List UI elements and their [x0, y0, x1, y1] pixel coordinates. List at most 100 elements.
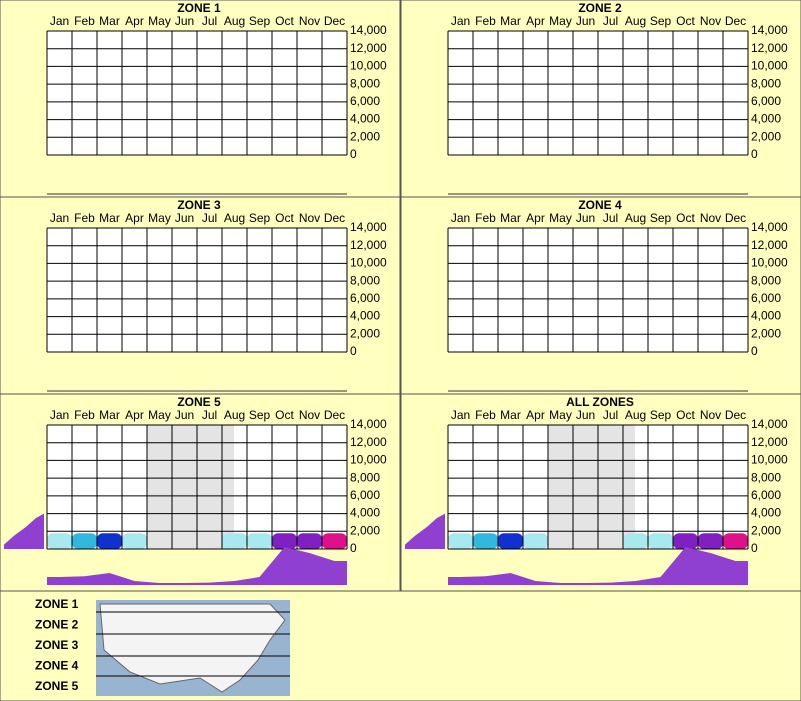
- y-tick-label: 6,000: [350, 94, 380, 108]
- x-tick-label: Aug: [625, 14, 646, 28]
- x-tick-label: Feb: [475, 211, 496, 225]
- x-tick-label: Mar: [500, 408, 521, 422]
- zone-label: ZONE 5: [35, 679, 79, 693]
- y-tick-label: 14,000: [751, 23, 788, 37]
- x-tick-label: Dec: [324, 14, 345, 28]
- y-tick-label: 6,000: [751, 488, 781, 502]
- x-tick-label: May: [148, 211, 171, 225]
- y-tick-label: 8,000: [350, 470, 380, 484]
- x-tick-label: Apr: [125, 211, 144, 225]
- x-tick-label: Sep: [650, 211, 672, 225]
- x-tick-label: Jun: [576, 408, 595, 422]
- y-tick-label: 10,000: [350, 453, 387, 467]
- zone-label: ZONE 1: [35, 597, 79, 611]
- x-tick-label: Oct: [275, 211, 294, 225]
- heat-cell: [648, 533, 673, 549]
- y-tick-label: 0: [350, 147, 357, 161]
- heat-cell: [222, 533, 247, 549]
- y-tick-label: 6,000: [751, 94, 781, 108]
- y-tick-label: 6,000: [350, 291, 380, 305]
- x-tick-label: Aug: [224, 408, 245, 422]
- x-tick-label: Aug: [224, 14, 245, 28]
- y-tick-label: 12,000: [751, 435, 788, 449]
- y-tick-label: 2,000: [751, 129, 781, 143]
- y-tick-label: 2,000: [751, 326, 781, 340]
- x-tick-label: Oct: [275, 14, 294, 28]
- elevation-profile: [405, 513, 445, 549]
- chart-title: ZONE 3: [177, 198, 221, 212]
- heat-cell: [97, 533, 122, 549]
- chart-title: ZONE 5: [177, 395, 221, 409]
- panel: ZONE 1 0 2,000 4,000 6,000 8,000 10,000 12,000 1…: [0, 0, 401, 198]
- y-tick-label: 0: [350, 344, 357, 358]
- y-tick-label: 4,000: [350, 506, 380, 520]
- x-tick-label: May: [549, 211, 572, 225]
- y-tick-label: 2,000: [350, 129, 380, 143]
- x-tick-label: Mar: [500, 14, 521, 28]
- y-tick-label: 10,000: [751, 453, 788, 467]
- heat-cell: [247, 533, 272, 549]
- y-tick-label: 12,000: [751, 238, 788, 252]
- x-tick-label: Jan: [451, 408, 470, 422]
- panel: ALL ZONES 0 2,000 4,000 6,000 8,000 10,000 12,0…: [400, 393, 801, 592]
- x-tick-label: Sep: [650, 408, 672, 422]
- y-tick-label: 4,000: [751, 506, 781, 520]
- panel: ZONE 4 0 2,000 4,000 6,000 8,000 10,000 12,000 1…: [400, 196, 801, 395]
- map-land: [99, 603, 286, 693]
- y-tick-label: 10,000: [350, 59, 387, 73]
- x-tick-label: Nov: [299, 408, 320, 422]
- y-tick-label: 12,000: [751, 41, 788, 55]
- y-tick-label: 4,000: [350, 112, 380, 126]
- y-tick-label: 0: [751, 541, 758, 555]
- y-tick-label: 10,000: [751, 256, 788, 270]
- no-data-band: [147, 425, 172, 549]
- heat-cell: [297, 533, 322, 549]
- x-tick-label: Jun: [576, 211, 595, 225]
- y-tick-label: 6,000: [350, 488, 380, 502]
- x-tick-label: Jul: [603, 14, 618, 28]
- x-tick-label: Oct: [676, 408, 695, 422]
- x-tick-label: Oct: [676, 211, 695, 225]
- heat-cell: [47, 533, 72, 549]
- x-tick-label: Dec: [725, 14, 746, 28]
- panel: ZONE 2 0 2,000 4,000 6,000 8,000 10,000 12,000 1…: [400, 0, 801, 198]
- y-tick-label: 14,000: [350, 220, 387, 234]
- month-profile: [47, 547, 347, 585]
- y-tick-label: 14,000: [751, 220, 788, 234]
- y-tick-label: 8,000: [751, 470, 781, 484]
- heat-cell: [523, 533, 548, 549]
- x-tick-label: Feb: [74, 211, 95, 225]
- y-tick-label: 8,000: [751, 273, 781, 287]
- chart-title: ZONE 1: [177, 1, 221, 15]
- x-tick-label: Sep: [650, 14, 672, 28]
- y-tick-label: 12,000: [350, 435, 387, 449]
- heat-cell: [673, 533, 698, 549]
- heat-cell: [723, 533, 748, 549]
- chart-title: ZONE 4: [578, 198, 622, 212]
- y-tick-label: 10,000: [350, 256, 387, 270]
- x-tick-label: Sep: [249, 14, 271, 28]
- x-tick-label: Jun: [175, 14, 194, 28]
- x-tick-label: Aug: [625, 211, 646, 225]
- heat-cell: [698, 533, 723, 549]
- map: [96, 600, 290, 696]
- x-tick-label: Apr: [526, 408, 545, 422]
- x-tick-label: Jul: [202, 14, 217, 28]
- x-tick-label: Nov: [700, 14, 721, 28]
- panel: ZONE 3 0 2,000 4,000 6,000 8,000 10,000 12,000 1…: [0, 196, 401, 395]
- chart-title: ALL ZONES: [566, 395, 634, 409]
- heat-cell: [122, 533, 147, 549]
- no-data-band: [548, 425, 573, 549]
- y-tick-label: 10,000: [751, 59, 788, 73]
- y-tick-label: 0: [751, 147, 758, 161]
- x-tick-label: Mar: [500, 211, 521, 225]
- x-tick-label: Mar: [99, 408, 120, 422]
- x-tick-label: Aug: [224, 211, 245, 225]
- x-tick-label: Jun: [175, 408, 194, 422]
- zone-label: ZONE 2: [35, 618, 79, 632]
- x-tick-label: Jul: [603, 211, 618, 225]
- y-tick-label: 8,000: [350, 76, 380, 90]
- x-tick-label: Apr: [125, 408, 144, 422]
- x-tick-label: Feb: [74, 14, 95, 28]
